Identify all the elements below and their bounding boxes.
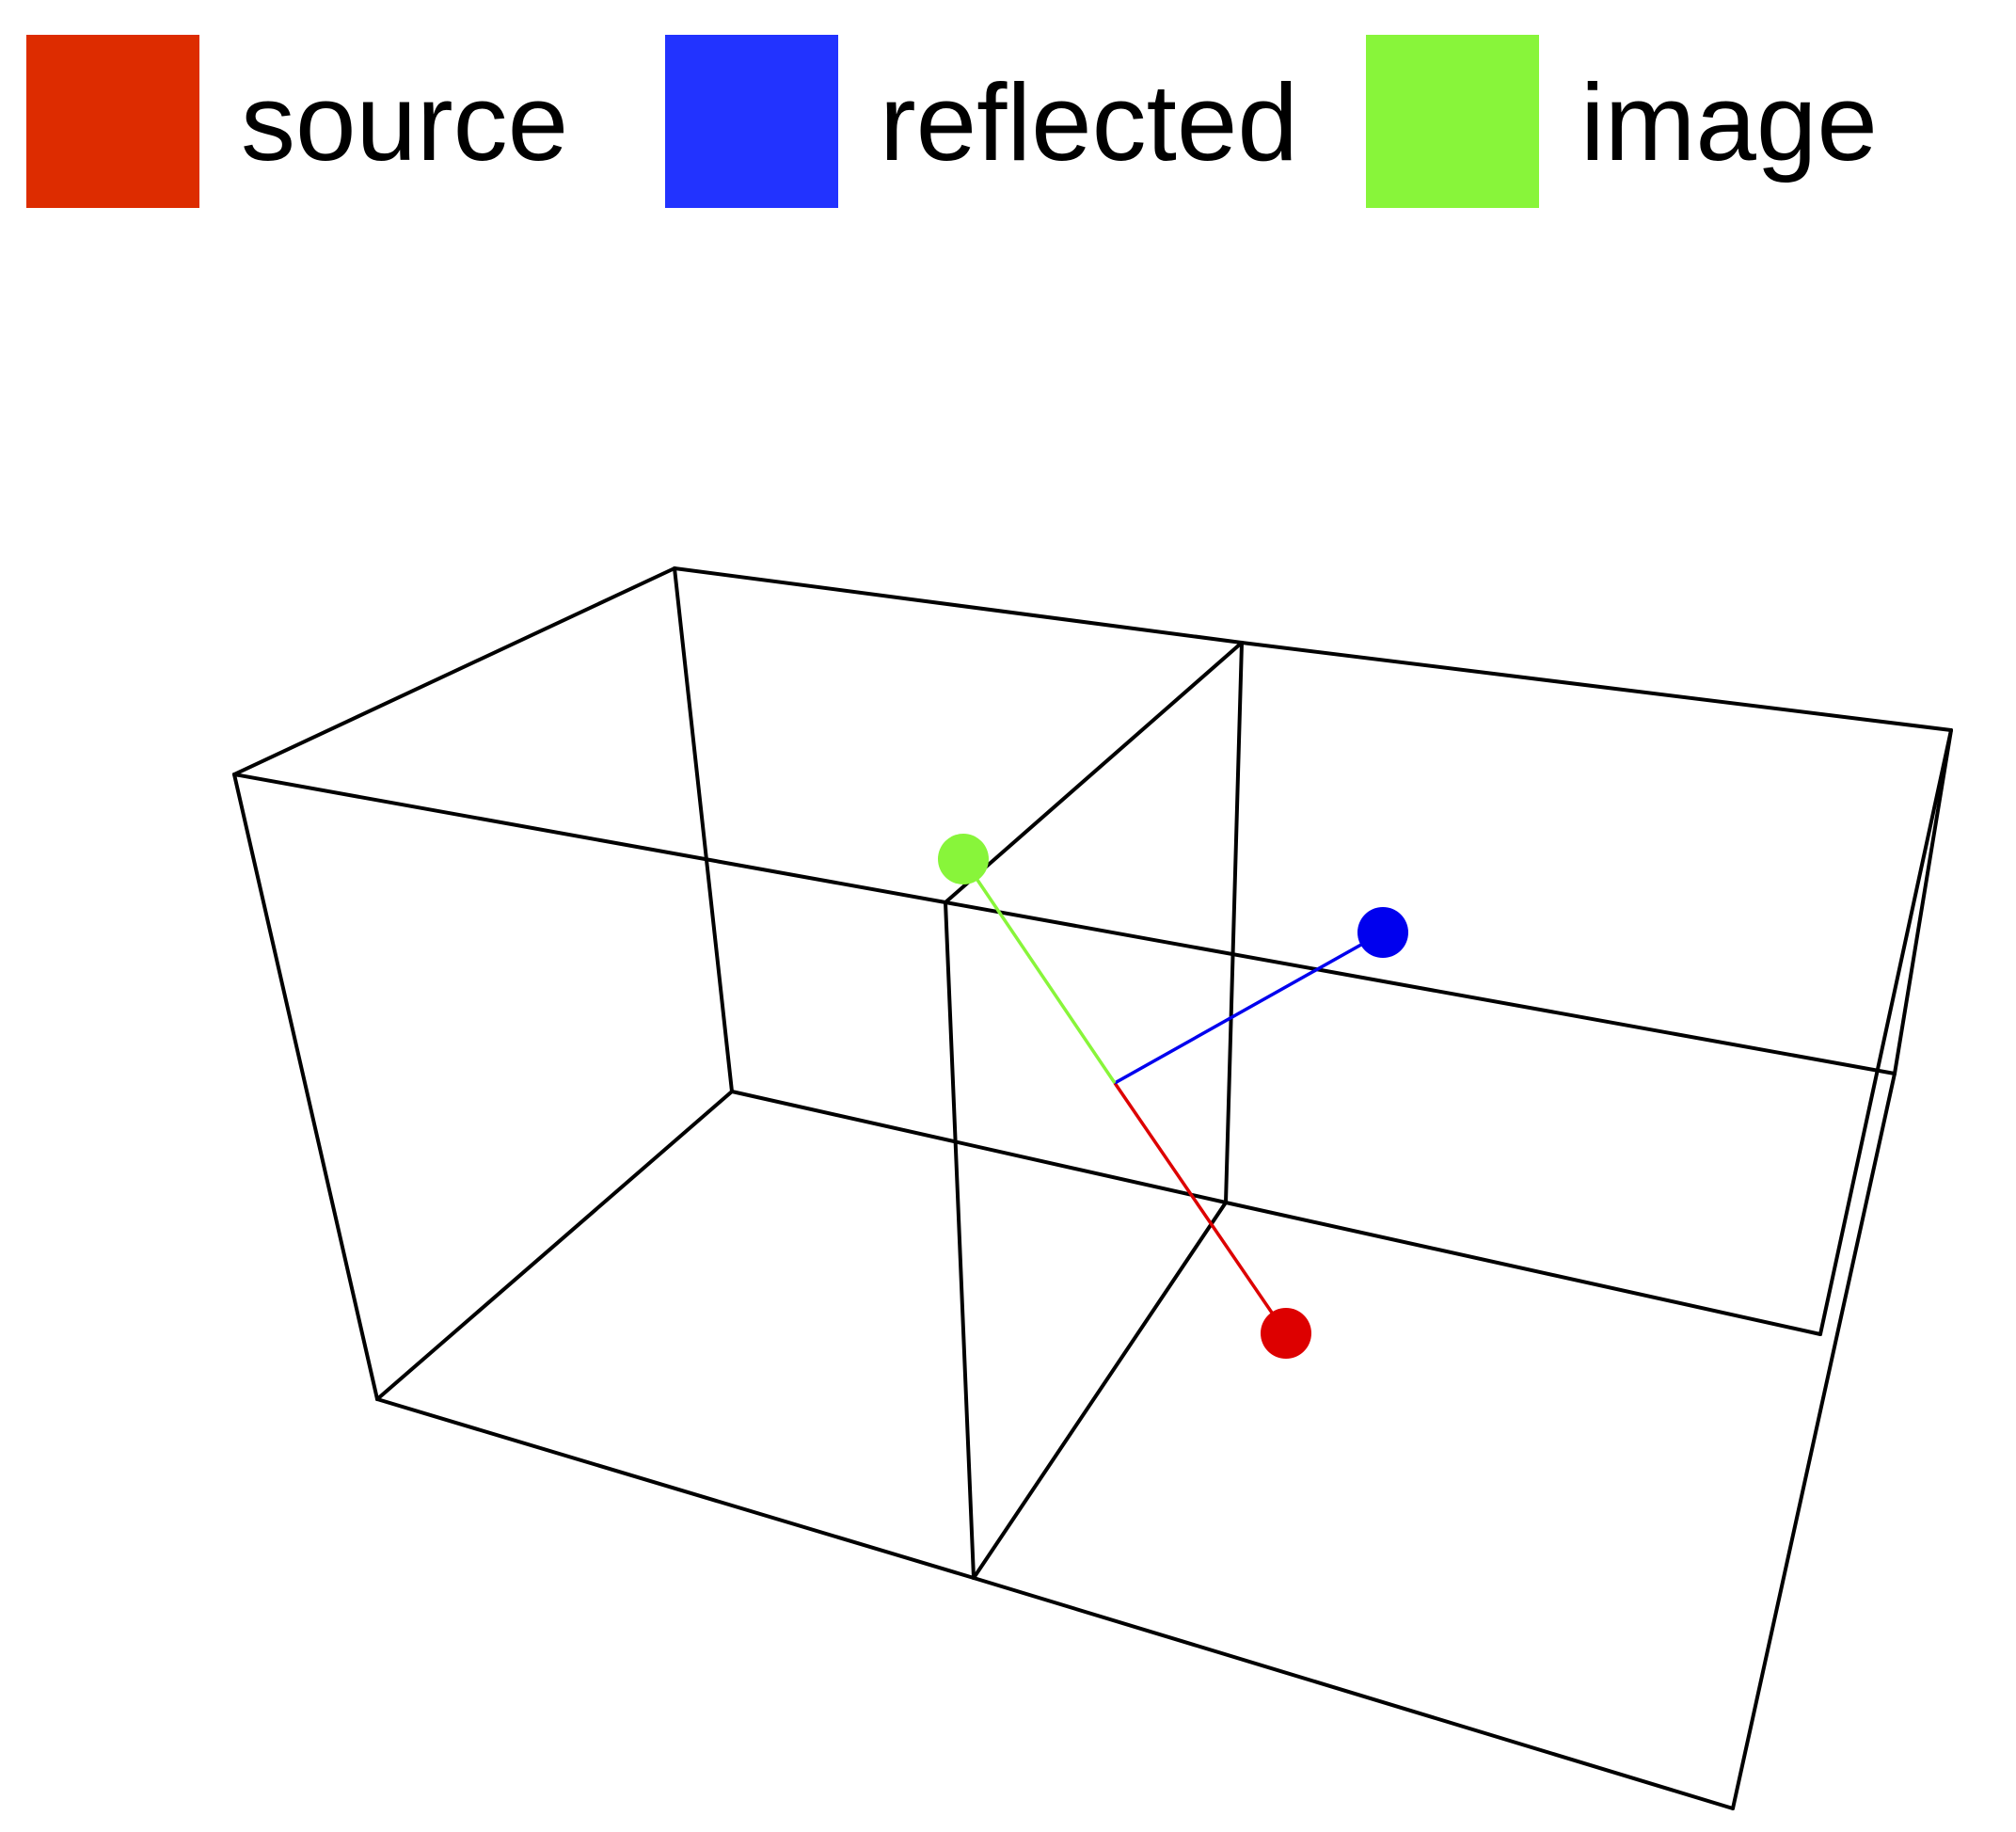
legend-label-image: image [1580,61,1878,183]
reflected-point [1357,907,1408,958]
legend: source reflected image [0,0,2016,245]
box-edge [1818,728,1953,1336]
box-edge [232,566,676,776]
box-edge [1240,641,1953,732]
box-edge [944,900,1897,1075]
box-edge [232,773,379,1401]
box-edge [972,1201,1228,1580]
source-point [1261,1308,1311,1359]
box-edge [972,1576,1735,1810]
box-edge [1731,1072,1897,1810]
box-edge [730,1090,1228,1204]
box-edge [375,1397,976,1580]
legend-swatch-source [26,35,199,208]
box-edge [944,900,976,1580]
image-point [938,834,989,884]
box-edge [375,1090,734,1401]
image-ray [961,858,1117,1084]
reflected-ray [1114,931,1384,1085]
box-edge [1224,1201,1822,1336]
room-box [232,566,1953,1810]
box-edge [673,566,734,1093]
box-edge [944,641,1244,904]
box-edge [232,773,947,904]
legend-label-reflected: reflected [880,61,1298,183]
legend-label-source: source [241,61,569,183]
legend-swatch-reflected [665,35,838,208]
box-edge [673,566,1244,645]
source-ray [1113,1082,1288,1334]
legend-swatch-image [1366,35,1539,208]
box-edge [1224,641,1244,1204]
box-edge [1893,728,1953,1075]
